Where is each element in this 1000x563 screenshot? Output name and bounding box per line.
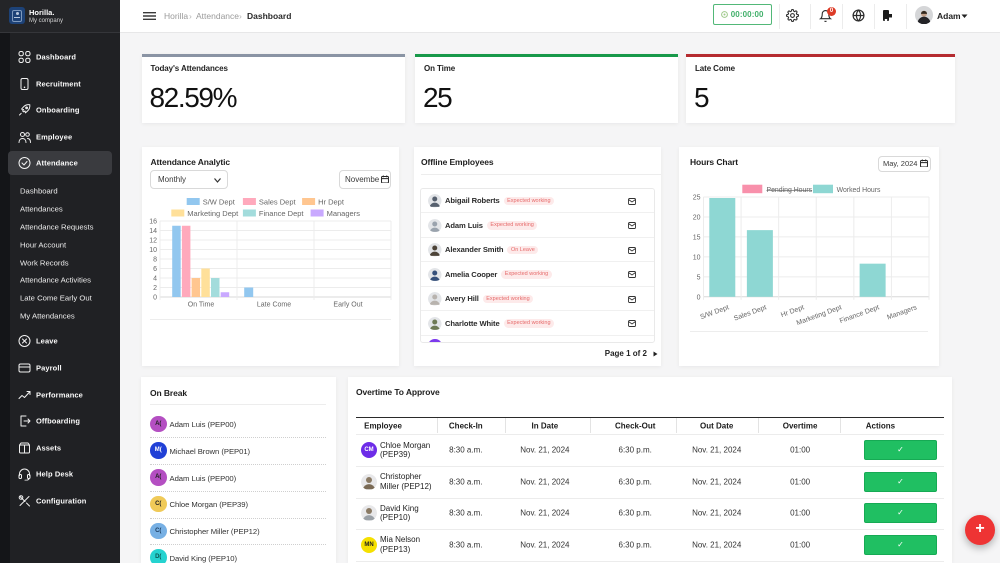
svg-text:16: 16 [149, 219, 157, 226]
svg-text:On Time: On Time [188, 302, 215, 309]
svg-text:10: 10 [693, 254, 701, 261]
svg-text:0: 0 [697, 294, 701, 301]
svg-text:4: 4 [153, 276, 157, 283]
svg-text:Late Come: Late Come [257, 302, 291, 309]
svg-text:0: 0 [153, 295, 157, 302]
svg-text:Early Out: Early Out [333, 302, 362, 309]
svg-text:15: 15 [693, 234, 701, 241]
svg-text:S/W Dept: S/W Dept [699, 304, 730, 321]
svg-text:12: 12 [149, 238, 157, 245]
svg-text:6: 6 [153, 266, 157, 273]
svg-text:Marketing Dept: Marketing Dept [187, 209, 239, 218]
svg-text:Hr Dept: Hr Dept [318, 198, 345, 207]
svg-text:Sales Dept: Sales Dept [259, 198, 297, 207]
svg-text:S/W Dept: S/W Dept [203, 198, 236, 207]
svg-text:Hr Dept: Hr Dept [780, 304, 805, 319]
svg-text:20: 20 [693, 214, 701, 221]
svg-text:Managers: Managers [886, 304, 918, 321]
svg-text:Finance Dept: Finance Dept [839, 304, 881, 325]
svg-text:Managers: Managers [327, 209, 361, 218]
svg-text:8: 8 [153, 257, 157, 264]
svg-text:25: 25 [693, 195, 701, 202]
svg-text:Finance Dept: Finance Dept [259, 209, 305, 218]
svg-text:5: 5 [697, 274, 701, 281]
svg-text:Pending Hours: Pending Hours [767, 187, 813, 194]
svg-text:10: 10 [149, 247, 157, 254]
svg-text:2: 2 [153, 285, 157, 292]
svg-text:Sales Dept: Sales Dept [733, 304, 768, 322]
svg-text:14: 14 [149, 228, 157, 235]
svg-text:Worked Hours: Worked Hours [837, 187, 881, 194]
